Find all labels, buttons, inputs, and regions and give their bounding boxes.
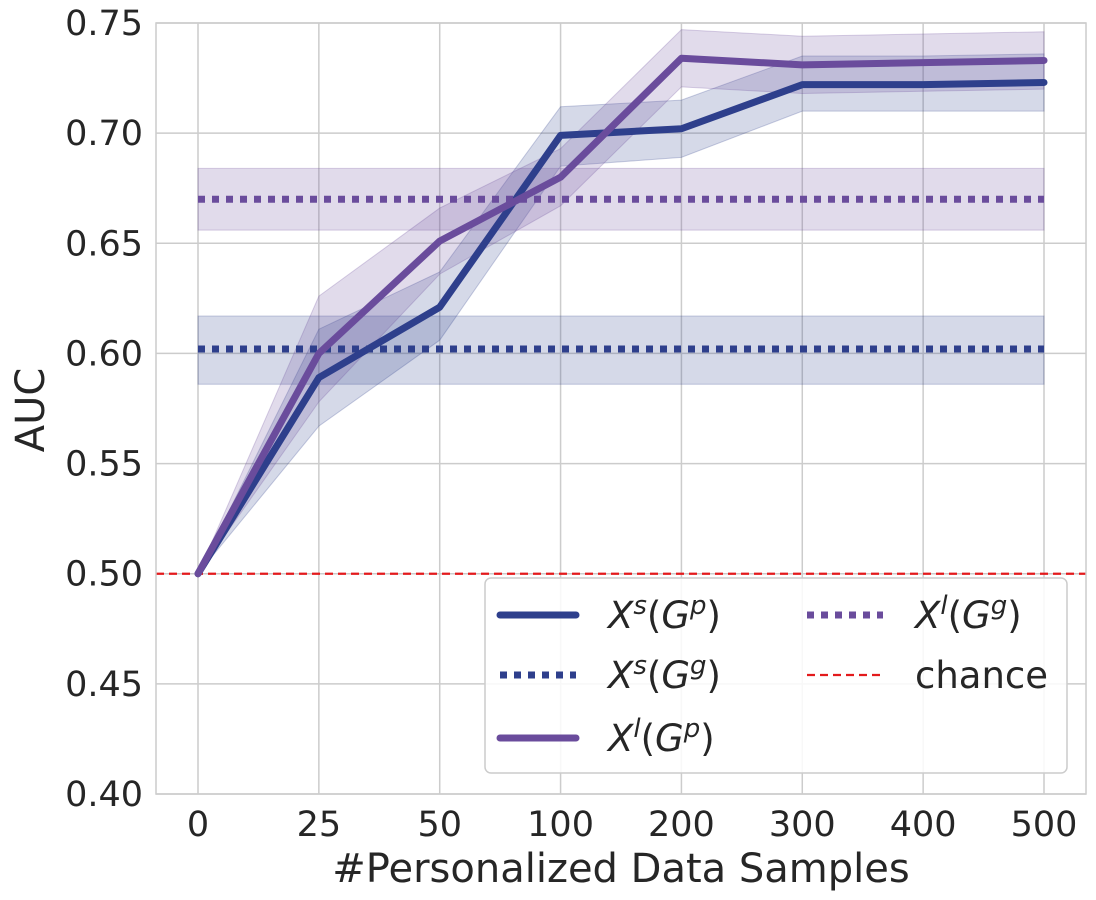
series-line bbox=[194, 78, 1048, 578]
legend: Xs(Gp) Xs(Gg) Xl(Gp) Xl(Gg) chance bbox=[484, 577, 1068, 774]
x-tick-label: 50 bbox=[417, 805, 462, 845]
x-tick-label: 25 bbox=[297, 805, 342, 845]
series-lines bbox=[194, 54, 1048, 578]
plot-frame bbox=[155, 22, 1087, 795]
x-tick-label: 300 bbox=[769, 805, 836, 845]
legend-label: Xs(Gg) bbox=[606, 651, 721, 697]
y-tick-label: 0.75 bbox=[65, 4, 143, 44]
legend-label: Xl(Gp) bbox=[606, 714, 715, 760]
y-tick-label: 0.70 bbox=[65, 114, 143, 154]
y-tick-label: 0.55 bbox=[65, 445, 143, 485]
y-tick-label: 0.60 bbox=[65, 334, 143, 374]
y-axis-label: AUC bbox=[8, 368, 54, 453]
legend-box bbox=[484, 577, 1068, 774]
legend-label: chance bbox=[915, 654, 1048, 697]
x-tick-label: 400 bbox=[890, 805, 957, 845]
x-axis-ticks: 0 25 50 100 200 300 400 500 bbox=[187, 805, 1078, 845]
y-tick-label: 0.50 bbox=[65, 555, 143, 595]
x-tick-label: 100 bbox=[527, 805, 594, 845]
x-tick-label: 500 bbox=[1011, 805, 1078, 845]
y-tick-label: 0.45 bbox=[65, 665, 143, 705]
legend-label: Xs(Gp) bbox=[606, 591, 721, 637]
y-axis-ticks: 0.40 0.45 0.50 0.55 0.60 0.65 0.70 0.75 bbox=[65, 4, 143, 815]
y-tick-label: 0.40 bbox=[65, 775, 143, 815]
legend-label: Xl(Gg) bbox=[913, 591, 1022, 637]
series-line bbox=[194, 54, 1048, 578]
y-tick-label: 0.65 bbox=[65, 224, 143, 264]
x-tick-label: 200 bbox=[648, 805, 715, 845]
x-tick-label: 0 bbox=[187, 805, 209, 845]
x-axis-label: #Personalized Data Samples bbox=[332, 846, 909, 892]
